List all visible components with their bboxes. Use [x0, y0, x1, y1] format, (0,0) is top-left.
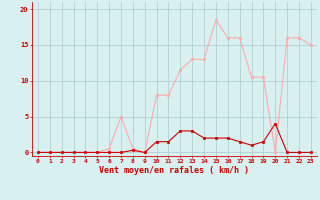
- X-axis label: Vent moyen/en rafales ( km/h ): Vent moyen/en rafales ( km/h ): [100, 166, 249, 175]
